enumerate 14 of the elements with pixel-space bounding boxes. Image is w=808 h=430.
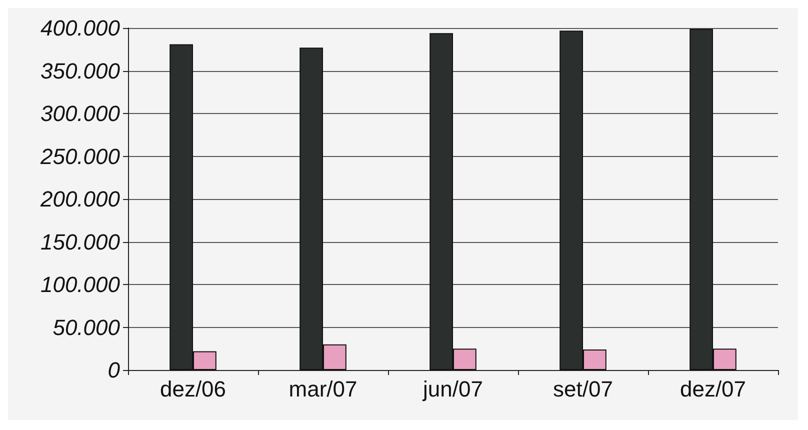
y-tick-label: 200.000	[39, 186, 121, 212]
y-tick-label: 400.000	[40, 16, 121, 40]
x-tick-label: set/07	[553, 376, 613, 402]
x-tick-label: jun/07	[422, 376, 483, 402]
y-tick-label: 300.000	[40, 101, 121, 126]
y-tick-label: 50.000	[52, 314, 121, 340]
y-tick-label: 250.000	[39, 144, 121, 169]
x-tick-label: mar/07	[288, 376, 358, 402]
x-tick-label: dez/07	[680, 376, 746, 402]
y-tick-label: 150.000	[40, 229, 121, 254]
y-tick-label: 100.000	[40, 272, 121, 297]
y-tick-label: 350.000	[40, 58, 121, 84]
y-tick-label: 0	[108, 358, 121, 382]
x-tick-label: dez/06	[160, 376, 226, 402]
